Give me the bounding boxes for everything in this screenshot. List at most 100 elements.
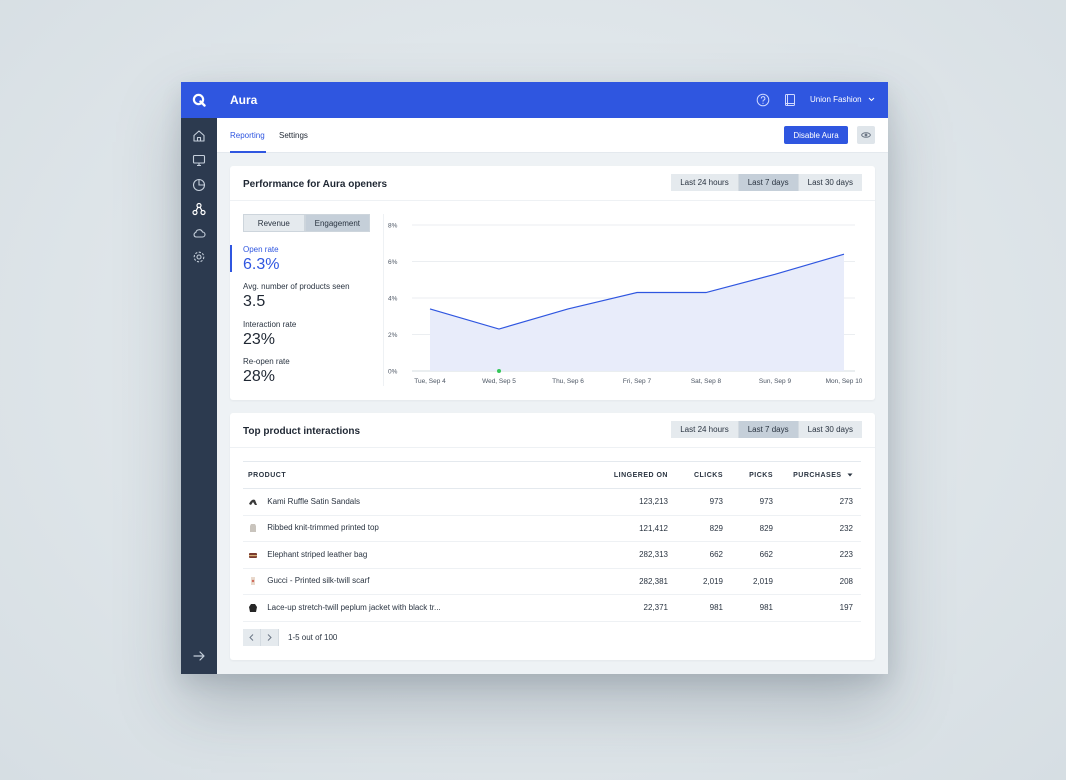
table-row[interactable]: Elephant striped leather bag 282,313 662…	[243, 541, 861, 569]
app-title: Aura	[230, 93, 258, 107]
picks-cell: 981	[731, 594, 781, 622]
table-row[interactable]: Ribbed knit-trimmed printed top 121,412 …	[243, 515, 861, 542]
metric-open-rate[interactable]: Open rate 6.3%	[243, 245, 279, 274]
book-icon[interactable]	[783, 93, 797, 107]
preview-button[interactable]	[857, 126, 875, 144]
logo-mark	[192, 93, 206, 107]
toggle-revenue[interactable]: Revenue	[243, 214, 305, 232]
bag-thumbnail	[249, 552, 257, 558]
scarf-thumbnail	[251, 577, 255, 586]
clicks-cell: 2,019	[676, 568, 731, 595]
card-title: Top product interactions	[243, 426, 361, 437]
metric-products-seen[interactable]: Avg. number of products seen 3.5	[243, 282, 350, 311]
help-icon[interactable]	[756, 93, 770, 107]
divider	[383, 214, 384, 386]
product-name: Kami Ruffle Satin Sandals	[267, 496, 361, 506]
product-name: Gucci - Printed silk-twill scarf	[267, 576, 370, 586]
picks-cell: 973	[731, 488, 781, 516]
metric-interaction-rate[interactable]: Interaction rate 23%	[243, 320, 296, 349]
tab-reporting[interactable]: Reporting	[230, 131, 265, 140]
y-tick-label: 0%	[388, 368, 398, 375]
pagination: 1-5 out of 100	[243, 629, 337, 646]
metric-reopen-rate[interactable]: Re-open rate 28%	[243, 357, 290, 386]
app-window: Aura Union Fashion Reporting Settings Di…	[181, 82, 888, 674]
range-7d[interactable]: Last 7 days	[738, 421, 799, 438]
lingered-cell: 123,213	[566, 488, 676, 516]
x-tick-label: Sat, Sep 8	[691, 378, 722, 385]
range-24h[interactable]: Last 24 hours	[671, 174, 739, 191]
prev-page-button[interactable]	[243, 629, 261, 646]
active-tab-indicator	[230, 151, 266, 153]
active-metric-indicator	[230, 245, 232, 272]
clicks-cell: 981	[676, 594, 731, 622]
toggle-engagement[interactable]: Engagement	[304, 214, 370, 232]
eye-icon	[861, 132, 871, 138]
series-line	[429, 253, 845, 330]
top-bar: Aura Union Fashion	[217, 82, 888, 118]
pie-chart-icon[interactable]	[191, 177, 207, 193]
range-30d[interactable]: Last 30 days	[798, 174, 862, 191]
col-picks[interactable]: PICKS	[731, 461, 781, 489]
table-row[interactable]: Lace-up stretch-twill peplum jacket with…	[243, 594, 861, 622]
chevron-down-icon	[868, 97, 874, 102]
account-name: Union Fashion	[810, 95, 862, 104]
col-purchases[interactable]: PURCHASES	[781, 461, 861, 489]
card-header: Performance for Aura openers Last 24 hou…	[230, 166, 875, 201]
range-7d[interactable]: Last 7 days	[738, 174, 799, 191]
y-tick-label: 4%	[388, 295, 398, 302]
product-name: Elephant striped leather bag	[267, 549, 368, 559]
lingered-cell: 22,371	[566, 594, 676, 622]
metric-label: Re-open rate	[243, 357, 290, 366]
range-30d[interactable]: Last 30 days	[798, 421, 862, 438]
tab-settings[interactable]: Settings	[279, 131, 308, 140]
integrations-icon[interactable]	[191, 201, 207, 217]
lingered-cell: 282,381	[566, 568, 676, 595]
series-area	[430, 254, 844, 371]
range-24h[interactable]: Last 24 hours	[671, 421, 739, 438]
metric-value: 28%	[243, 368, 276, 385]
purchases-cell: 197	[781, 594, 861, 622]
table-header-row: PRODUCT LINGERED ON CLICKS PICKS PURCHAS…	[243, 461, 861, 489]
cloud-icon[interactable]	[191, 225, 207, 241]
x-tick-label: Wed, Sep 5	[482, 378, 516, 385]
lingered-cell: 282,313	[566, 541, 676, 569]
disable-aura-button[interactable]: Disable Aura	[784, 126, 848, 144]
purchases-cell: 208	[781, 568, 861, 595]
products-card: Top product interactions Last 24 hours L…	[230, 413, 875, 660]
range-selector: Last 24 hours Last 7 days Last 30 days	[671, 421, 862, 438]
account-menu[interactable]: Union Fashion	[810, 95, 875, 104]
table-row[interactable]: Gucci - Printed silk-twill scarf 282,381…	[243, 568, 861, 595]
metric-label: Avg. number of products seen	[243, 282, 350, 291]
gear-icon[interactable]	[191, 249, 207, 265]
col-product[interactable]: PRODUCT	[243, 461, 566, 489]
jacket-thumbnail	[249, 603, 257, 612]
product-name: Lace-up stretch-twill peplum jacket with…	[267, 602, 441, 612]
x-tick-label: Sun, Sep 9	[759, 378, 792, 385]
col-purchases-label: PURCHASES	[793, 471, 842, 479]
arrow-right-icon[interactable]	[191, 648, 207, 664]
app-logo[interactable]	[181, 82, 217, 118]
clicks-cell: 973	[676, 488, 731, 516]
card-title: Performance for Aura openers	[243, 179, 388, 190]
home-icon[interactable]	[191, 128, 207, 144]
metric-label: Interaction rate	[243, 320, 297, 329]
engagement-chart: 0% 2% 4% 6% 8% Tue, Sep 4 Wed, Sep 5 Thu, Sep 6…	[388, 222, 863, 385]
purchases-cell: 223	[781, 541, 861, 569]
product-name: Ribbed knit-trimmed printed top	[267, 523, 379, 533]
sandal-thumbnail	[249, 499, 257, 505]
table-row[interactable]: Kami Ruffle Satin Sandals 123,213 973 97…	[243, 488, 861, 516]
purchases-cell: 232	[781, 515, 861, 542]
chevron-right-icon	[267, 634, 272, 641]
sort-down-icon	[847, 473, 853, 476]
monitor-icon[interactable]	[191, 152, 207, 168]
y-tick-label: 6%	[388, 259, 398, 266]
next-page-button[interactable]	[261, 629, 279, 646]
col-lingered[interactable]: LINGERED ON	[566, 461, 676, 489]
picks-cell: 662	[731, 541, 781, 569]
picks-cell: 2,019	[731, 568, 781, 595]
x-tick-label: Mon, Sep 10	[826, 378, 863, 385]
purchases-cell: 273	[781, 488, 861, 516]
col-clicks[interactable]: CLICKS	[676, 461, 731, 489]
picks-cell: 829	[731, 515, 781, 542]
pagination-label: 1-5 out of 100	[288, 633, 338, 642]
